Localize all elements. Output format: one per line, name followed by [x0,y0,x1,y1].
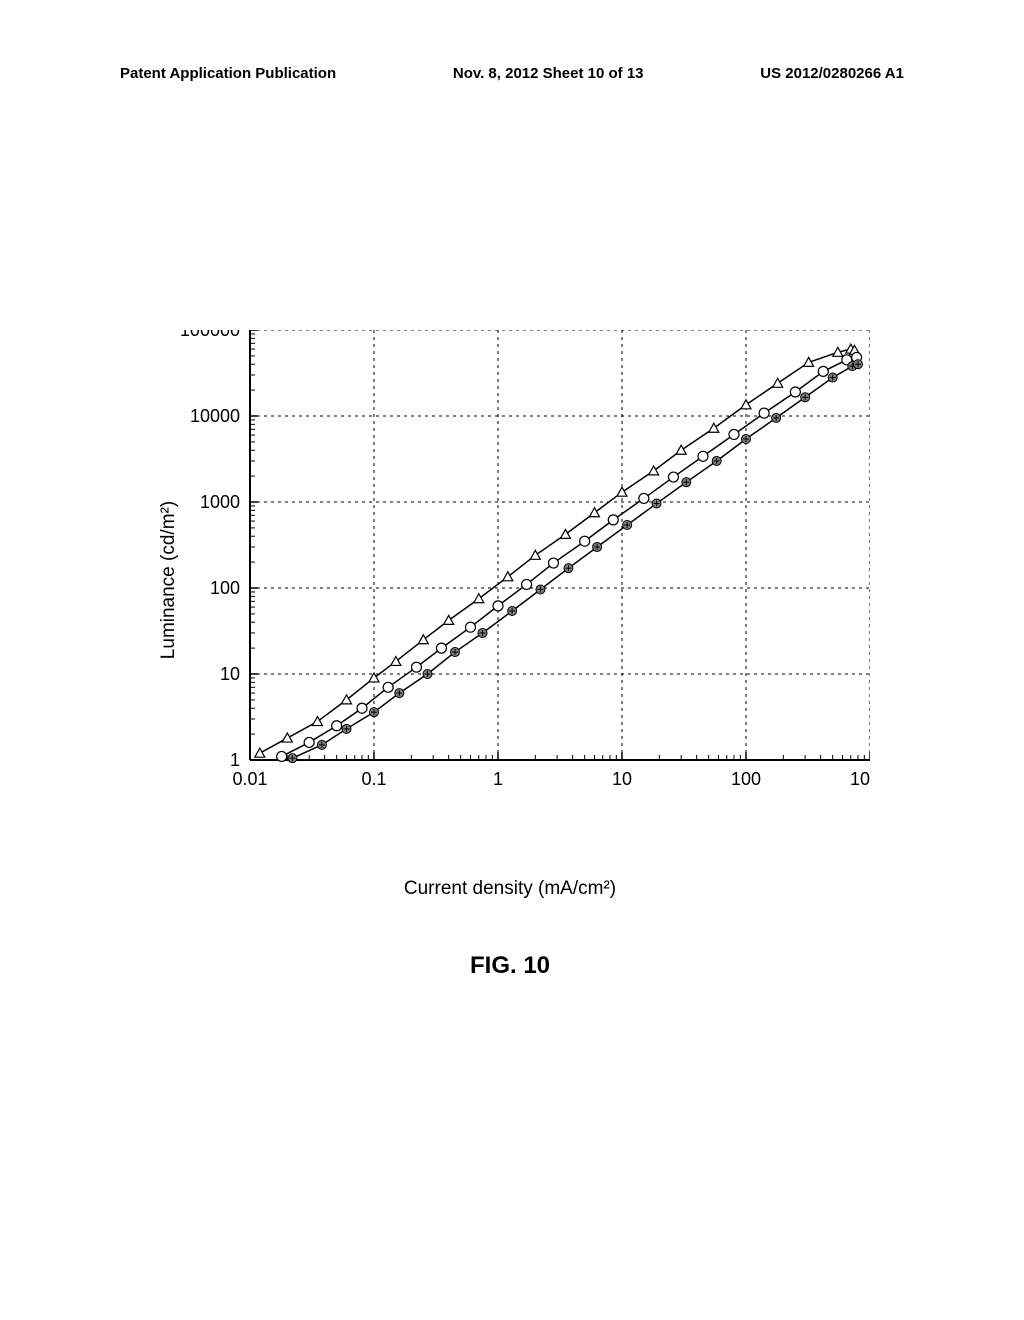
x-axis-label: Current density (mA/cm²) [404,878,616,900]
patent-header: Patent Application Publication Nov. 8, 2… [0,65,1024,82]
figure-caption: FIG. 10 [470,952,550,980]
luminance-chart: Luminance (cd/m²) 0.01 0.1 1 10 100 1000 1 10 10… [150,330,870,830]
svg-text:0.1: 0.1 [361,769,386,789]
header-center: Nov. 8, 2012 Sheet 10 of 13 [453,65,644,82]
svg-text:10: 10 [220,664,240,684]
svg-text:10: 10 [612,769,632,789]
svg-text:1000: 1000 [850,769,870,789]
y-axis-label: Luminance (cd/m²) [158,501,180,659]
svg-text:100: 100 [210,578,240,598]
svg-text:100000: 100000 [180,330,240,340]
header-left: Patent Application Publication [120,65,336,82]
svg-text:0.01: 0.01 [232,769,267,789]
svg-text:10000: 10000 [190,406,240,426]
svg-text:1: 1 [230,750,240,770]
svg-text:1: 1 [493,769,503,789]
svg-text:100: 100 [731,769,761,789]
chart-svg: 0.01 0.1 1 10 100 1000 1 10 100 1000 10000 100000 [150,330,870,830]
svg-text:1000: 1000 [200,492,240,512]
header-right: US 2012/0280266 A1 [760,65,904,82]
